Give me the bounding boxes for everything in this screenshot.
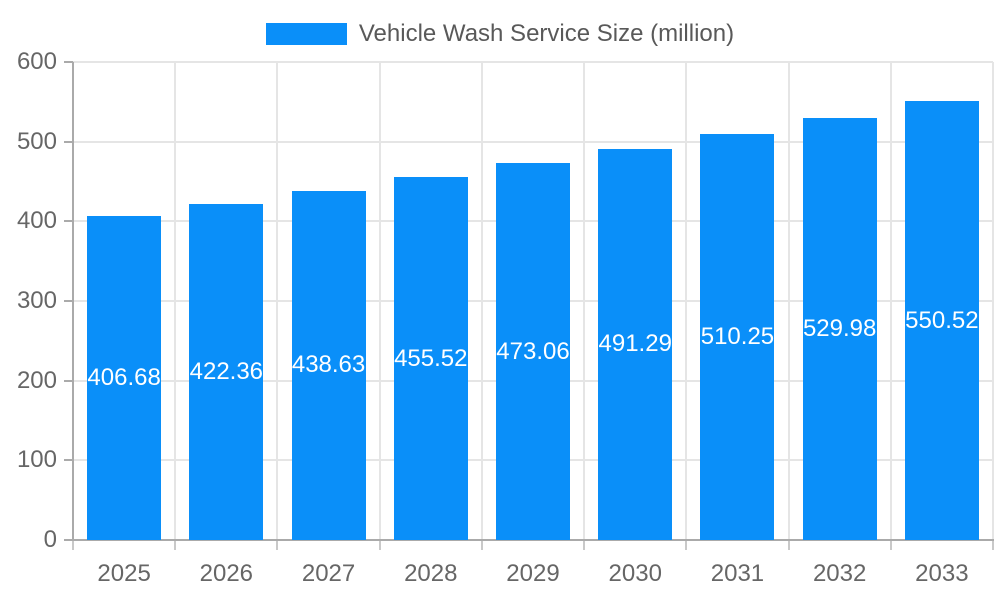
y-axis-tick: [64, 140, 73, 143]
x-axis-line: [72, 539, 994, 541]
y-axis-tick: [64, 300, 73, 302]
x-axis-tick: [992, 540, 994, 550]
y-tick-label: 200: [16, 366, 57, 394]
x-gridline: [685, 62, 688, 540]
legend-item[interactable]: Vehicle Wash Service Size (million): [0, 14, 1000, 54]
bar-value-label: 550.52: [905, 306, 979, 334]
x-gridline: [378, 62, 381, 540]
x-tick-label: 2027: [301, 560, 356, 587]
bar-value-label: 491.29: [598, 330, 672, 358]
x-tick-label: 2033: [915, 560, 969, 587]
x-axis-tick: [685, 540, 688, 550]
legend-label: Vehicle Wash Service Size (million): [358, 20, 735, 47]
y-tick-label: 400: [16, 207, 57, 235]
y-axis-tick: [64, 61, 73, 63]
x-tick-label: 2032: [812, 560, 867, 587]
y-tick-label: 600: [16, 48, 57, 75]
bar: [393, 177, 468, 540]
x-axis-tick: [276, 540, 279, 550]
bar-value-label: 455.52: [394, 344, 468, 372]
y-axis-tick: [64, 220, 73, 223]
bar: [87, 216, 162, 540]
bar-value-label: 510.25: [700, 322, 775, 350]
bar: [802, 117, 877, 540]
x-tick-label: 2028: [404, 560, 458, 587]
y-tick-label: 300: [16, 287, 57, 314]
bar-value-label: 422.36: [189, 357, 264, 385]
bar-value-label: 438.63: [291, 351, 366, 379]
y-gridline: [73, 140, 993, 143]
bar: [496, 163, 570, 540]
x-axis-tick: [583, 540, 586, 550]
x-gridline: [276, 62, 279, 540]
x-gridline: [174, 62, 177, 540]
bar: [291, 190, 366, 540]
x-axis-tick: [72, 540, 74, 550]
y-axis-tick: [64, 539, 73, 541]
y-axis-tick: [64, 379, 73, 382]
x-tick-label: 2025: [97, 560, 151, 587]
x-gridline: [992, 62, 994, 540]
x-tick-label: 2029: [506, 560, 560, 587]
y-tick-label: 500: [16, 127, 57, 155]
x-axis-tick: [174, 540, 177, 550]
x-gridline: [480, 62, 483, 540]
bar-value-label: 406.68: [87, 364, 161, 391]
bar: [189, 203, 264, 540]
legend-swatch-icon: [265, 23, 347, 45]
y-axis-line: [72, 62, 74, 541]
x-axis-tick: [889, 540, 892, 550]
bar-value-label: 529.98: [802, 314, 877, 342]
y-axis-tick: [64, 459, 73, 462]
bar: [700, 133, 775, 540]
x-axis-tick: [480, 540, 483, 550]
bar-value-label: 473.06: [496, 337, 570, 365]
x-gridline: [583, 62, 586, 540]
x-tick-label: 2026: [199, 560, 254, 587]
bar: [598, 148, 673, 540]
y-tick-label: 0: [43, 526, 57, 553]
x-gridline: [787, 62, 790, 540]
x-tick-label: 2030: [608, 560, 662, 587]
x-tick-label: 2031: [710, 560, 765, 587]
x-gridline: [889, 62, 892, 540]
x-axis-tick: [787, 540, 790, 550]
y-tick-label: 100: [16, 446, 57, 474]
y-gridline: [73, 61, 993, 63]
bar: [904, 101, 979, 540]
x-axis-tick: [378, 540, 381, 550]
